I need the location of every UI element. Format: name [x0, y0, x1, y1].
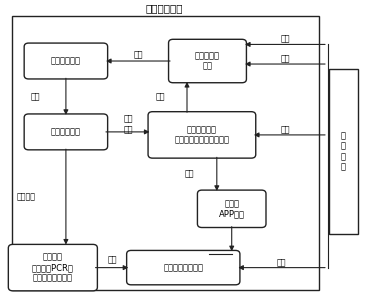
Text: 温度条件模拟装置: 温度条件模拟装置 [163, 263, 203, 272]
Text: 命令: 命令 [155, 93, 165, 102]
Bar [329, 68, 358, 235]
Text: 置入: 置入 [108, 255, 117, 265]
Text: 执行: 执行 [134, 51, 143, 59]
Text: 供电: 供电 [277, 258, 286, 267]
FancyBboxPatch shape [197, 190, 266, 228]
Text: 测量采集: 测量采集 [17, 192, 36, 201]
Text: 供电: 供电 [280, 125, 290, 134]
Text: 位移: 位移 [30, 92, 40, 101]
Text: 三轴定位装置: 三轴定位装置 [51, 57, 81, 65]
Text: 光学测量单元: 光学测量单元 [51, 127, 81, 136]
FancyBboxPatch shape [148, 112, 256, 158]
Text: 供
电
系
统: 供 电 系 统 [341, 132, 346, 171]
Text: 数据
传输: 数据 传输 [124, 115, 133, 134]
FancyBboxPatch shape [127, 250, 240, 285]
Text: 密闭黑暗环境: 密闭黑暗环境 [146, 3, 183, 13]
FancyBboxPatch shape [8, 245, 97, 291]
Text: 手动或
APP设置: 手动或 APP设置 [219, 199, 245, 218]
Text: 被测设备
荧光定量PCR仪
光学溯源标准装置: 被测设备 荧光定量PCR仪 光学溯源标准装置 [32, 253, 74, 282]
Text: 自动化控制
装置: 自动化控制 装置 [195, 51, 220, 71]
Text: 供电: 供电 [280, 35, 290, 44]
FancyBboxPatch shape [24, 43, 108, 79]
FancyBboxPatch shape [169, 39, 246, 83]
Text: 命令: 命令 [185, 170, 194, 179]
Text: 供电: 供电 [280, 55, 290, 63]
FancyBboxPatch shape [24, 114, 108, 150]
Bar [12, 16, 319, 290]
Text: 人机交互模块
（数据采集和自动控制）: 人机交互模块 （数据采集和自动控制） [174, 125, 229, 145]
